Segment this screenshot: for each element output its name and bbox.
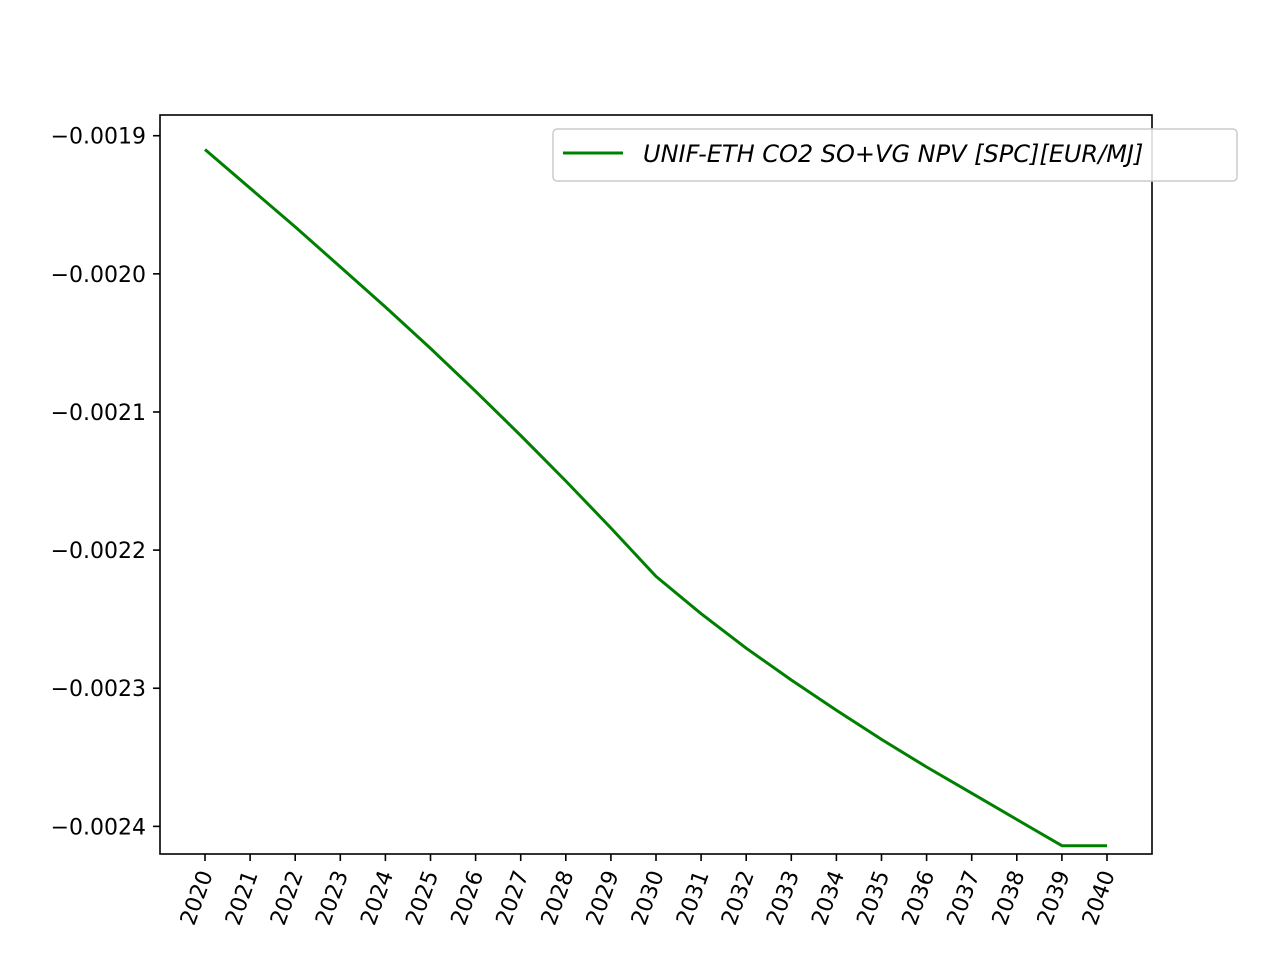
y-tick-label: −0.0022	[51, 539, 146, 564]
y-axis: −0.0019 −0.0020 −0.0021 −0.0022 −0.0023 −0.00…	[51, 125, 160, 840]
legend: UNIF-ETH CO2 SO+VG NPV [SPC][EUR/MJ]	[552, 128, 1238, 182]
x-tick-label: 2023	[311, 868, 354, 929]
x-tick-label: 2029	[582, 868, 625, 929]
x-tick-label: 2031	[672, 868, 715, 929]
x-tick-label: 2035	[852, 868, 895, 929]
plot-frame	[159, 114, 1153, 855]
series-line	[204, 148, 1107, 848]
x-tick-label: 2025	[401, 868, 444, 929]
x-tick-label: 2030	[627, 868, 670, 929]
x-tick-label: 2033	[762, 868, 805, 929]
legend-label: UNIF-ETH CO2 SO+VG NPV [SPC][EUR/MJ]	[643, 140, 1143, 168]
x-tick-label: 2026	[447, 868, 490, 929]
series-layer	[204, 148, 1107, 848]
y-tick-label: −0.0024	[51, 815, 146, 840]
y-tick-label: −0.0021	[51, 401, 146, 426]
y-tick-label: −0.0020	[51, 263, 146, 288]
x-tick-label: 2036	[898, 868, 941, 929]
x-tick-label: 2021	[221, 868, 264, 929]
y-tick-label: −0.0019	[51, 125, 146, 150]
x-axis: 2020 2021 2022 2023 2024 2025 2026 2027 2028 2029…	[176, 854, 1121, 929]
x-tick-label: 2027	[492, 868, 535, 929]
x-tick-label: 2034	[807, 868, 850, 929]
y-tick-label: −0.0023	[51, 677, 146, 702]
x-tick-label: 2039	[1033, 868, 1076, 929]
x-tick-label: 2022	[266, 868, 309, 929]
plot-area	[160, 115, 1152, 854]
x-tick-label: 2040	[1078, 868, 1121, 929]
x-tick-label: 2038	[988, 868, 1031, 929]
x-tick-label: 2037	[943, 868, 986, 929]
x-tick-label: 2020	[176, 868, 219, 929]
legend-box	[552, 128, 1238, 182]
x-tick-label: 2032	[717, 868, 760, 929]
x-tick-label: 2024	[356, 868, 399, 929]
x-tick-label: 2028	[537, 868, 580, 929]
